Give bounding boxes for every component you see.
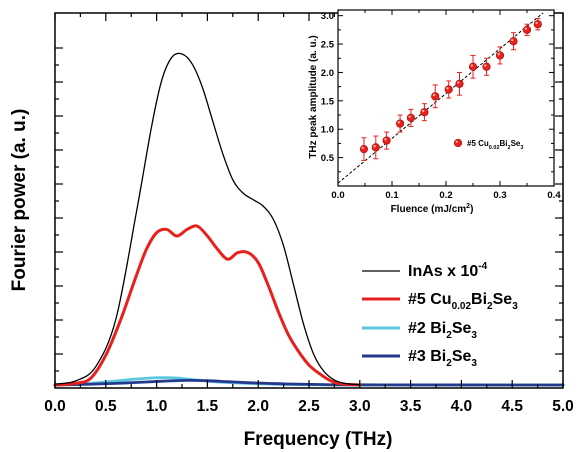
- inset-data-points: [359, 18, 542, 161]
- data-point-highlight: [470, 64, 473, 67]
- inset-x-tick-label: 0.0: [331, 190, 344, 201]
- inset-y-axis-title: THz peak amplitude (a. u.): [308, 35, 319, 158]
- inset-legend: #5 Cu0.02Bi2Se3: [453, 138, 523, 151]
- data-point: [533, 20, 542, 29]
- x-tick-label: 4.5: [501, 398, 523, 415]
- x-tick-label: 5.0: [552, 398, 574, 415]
- cu-bi2se3-curve: [53, 224, 362, 387]
- data-point-highlight: [422, 109, 425, 113]
- x-axis-title: Frequency (THz): [244, 429, 393, 450]
- inset-x-tick-label: 0.4: [547, 190, 561, 201]
- main-legend: InAs x 10-4 #5 Cu0.02Bi2Se3 #2 Bi2Se3 #3 Bi…: [362, 261, 518, 369]
- x-tick-label: 3.0: [349, 398, 371, 415]
- data-point: [495, 51, 505, 60]
- x-tick-label: 2.5: [298, 398, 320, 415]
- data-point-highlight: [384, 138, 387, 141]
- inset-tick-labels: 0.0 0.1 0.2 0.3 0.4 0.5 1.0 1.5 2.0 2.5 3.0: [321, 11, 562, 201]
- data-point: [431, 92, 440, 101]
- data-point: [406, 113, 416, 122]
- data-point-highlight: [397, 121, 401, 124]
- data-point-highlight: [457, 81, 460, 84]
- x-tick-label: 0.0: [44, 398, 66, 415]
- bi2se3-3-curve: [53, 378, 565, 387]
- fit-line: [337, 12, 544, 184]
- inset-x-tick-label: 0.1: [385, 190, 399, 201]
- data-point: [359, 144, 369, 154]
- data-point-highlight: [535, 21, 538, 25]
- x-tick-label: 2.0: [247, 398, 269, 415]
- data-point: [396, 119, 405, 128]
- data-point-highlight: [432, 93, 436, 97]
- data-point: [509, 37, 518, 46]
- data-point-highlight: [408, 115, 411, 118]
- inset-x-tick-label: 0.3: [493, 190, 506, 201]
- data-point: [371, 143, 380, 152]
- legend-entry: InAs x 10-4: [408, 261, 488, 280]
- data-point: [482, 62, 491, 71]
- x-tick-label: 1.5: [197, 398, 219, 415]
- main-x-tick-labels: 0.0 0.5 1.0 1.5 2.0 2.5 3.0 3.5 4.0 4.5 5.0: [44, 398, 574, 415]
- data-point-highlight: [373, 144, 376, 148]
- inset-legend-marker-highlight: [455, 140, 458, 143]
- inas-curve: [54, 52, 361, 386]
- data-point-highlight: [497, 53, 500, 56]
- inset-y-tick-label: 0.5: [321, 153, 335, 164]
- inset-legend-entry: #5 Cu0.02Bi2Se3: [467, 139, 523, 151]
- inset-y-tick-label: 1.0: [321, 125, 334, 136]
- legend-entry: #5 Cu0.02Bi2Se3: [408, 291, 518, 312]
- inset-y-tick-label: 3.0: [321, 11, 334, 22]
- y-axis-title: Fourier power (a. u.): [9, 109, 30, 292]
- main-series-group: [53, 52, 565, 387]
- inset-chart: 0.0 0.1 0.2 0.3 0.4 0.5 1.0 1.5 2.0 2.5 3.0 THz pe…: [308, 9, 562, 215]
- data-point-highlight: [484, 64, 487, 67]
- data-point: [382, 136, 391, 145]
- data-point-highlight: [446, 87, 449, 90]
- data-point: [468, 62, 478, 71]
- x-tick-label: 4.0: [451, 398, 473, 415]
- data-point: [420, 108, 429, 117]
- data-point: [444, 85, 453, 94]
- inset-axis-ticks: [337, 10, 555, 186]
- legend-entry: #2 Bi2Se3: [408, 320, 477, 341]
- x-tick-label: 1.0: [146, 398, 168, 415]
- data-point-highlight: [511, 38, 514, 42]
- inset-y-tick-label: 1.5: [321, 96, 335, 107]
- data-point: [522, 25, 532, 34]
- inset-y-tick-label: 2.5: [321, 40, 335, 51]
- inset-x-axis-title: Fluence (mJ/cm2): [391, 203, 474, 215]
- inset-x-tick-label: 0.2: [439, 190, 452, 201]
- inset-y-tick-label: 2.0: [321, 68, 334, 79]
- inset-legend-marker: [453, 138, 463, 148]
- data-point-highlight: [524, 27, 527, 30]
- x-tick-label: 3.5: [400, 398, 422, 415]
- data-point-highlight: [361, 146, 364, 150]
- legend-entry: #3 Bi2Se3: [408, 348, 477, 369]
- data-point: [455, 79, 464, 88]
- x-tick-label: 0.5: [95, 398, 117, 415]
